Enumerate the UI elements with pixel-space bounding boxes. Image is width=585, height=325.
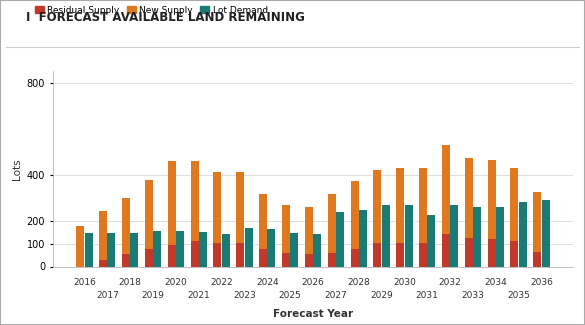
Bar bbox=[85, 233, 92, 266]
Text: 2020: 2020 bbox=[164, 278, 187, 287]
Bar bbox=[145, 180, 153, 249]
Bar bbox=[350, 181, 359, 249]
Bar bbox=[245, 228, 253, 266]
Bar bbox=[488, 160, 495, 240]
Bar bbox=[511, 241, 518, 266]
Bar bbox=[396, 168, 404, 243]
Bar bbox=[130, 233, 138, 266]
Bar bbox=[168, 162, 176, 245]
Bar bbox=[108, 233, 115, 266]
Text: 2026: 2026 bbox=[302, 278, 324, 287]
Bar bbox=[76, 226, 84, 266]
Bar bbox=[450, 205, 458, 266]
Bar bbox=[405, 204, 412, 266]
Text: 2031: 2031 bbox=[416, 292, 439, 301]
Bar bbox=[236, 243, 245, 266]
Bar bbox=[373, 170, 381, 243]
Bar bbox=[381, 205, 390, 266]
Text: 2024: 2024 bbox=[256, 278, 278, 287]
Bar bbox=[259, 249, 267, 266]
Bar bbox=[534, 252, 541, 266]
Bar bbox=[176, 231, 184, 266]
Bar bbox=[350, 249, 359, 266]
Y-axis label: Lots: Lots bbox=[12, 158, 22, 180]
Bar bbox=[442, 145, 450, 234]
Bar bbox=[214, 172, 221, 243]
Bar bbox=[442, 234, 450, 266]
Bar bbox=[328, 254, 336, 266]
Bar bbox=[267, 229, 276, 266]
Legend: Residual Supply, New Supply, Lot Demand: Residual Supply, New Supply, Lot Demand bbox=[31, 2, 271, 18]
Text: 2027: 2027 bbox=[325, 292, 347, 301]
Bar bbox=[122, 198, 130, 254]
Bar bbox=[488, 240, 495, 266]
Bar bbox=[473, 207, 481, 266]
Bar bbox=[191, 161, 198, 241]
Text: 2022: 2022 bbox=[210, 278, 233, 287]
Text: 2025: 2025 bbox=[278, 292, 301, 301]
Bar bbox=[282, 254, 290, 266]
Bar bbox=[99, 260, 107, 266]
Text: 2035: 2035 bbox=[507, 292, 530, 301]
Text: 2036: 2036 bbox=[530, 278, 553, 287]
Bar bbox=[305, 254, 313, 266]
Bar bbox=[305, 207, 313, 254]
Bar bbox=[199, 232, 207, 266]
Text: 2016: 2016 bbox=[73, 278, 96, 287]
Text: 2017: 2017 bbox=[96, 292, 119, 301]
Bar bbox=[290, 233, 298, 266]
Bar bbox=[464, 238, 473, 266]
Text: 2028: 2028 bbox=[347, 278, 370, 287]
Bar bbox=[519, 202, 526, 266]
Bar bbox=[496, 207, 504, 266]
Text: 2033: 2033 bbox=[462, 292, 484, 301]
Text: 2018: 2018 bbox=[119, 278, 142, 287]
Bar bbox=[511, 168, 518, 241]
Text: Ⅰ  FORECAST AVAILABLE LAND REMAINING: Ⅰ FORECAST AVAILABLE LAND REMAINING bbox=[26, 11, 305, 24]
Bar bbox=[191, 241, 198, 266]
Bar bbox=[145, 249, 153, 266]
Bar bbox=[396, 243, 404, 266]
Bar bbox=[153, 231, 161, 266]
Bar bbox=[122, 254, 130, 266]
Text: Forecast Year: Forecast Year bbox=[273, 309, 353, 319]
Bar bbox=[464, 158, 473, 238]
Bar bbox=[336, 212, 344, 266]
Bar bbox=[236, 172, 245, 243]
Bar bbox=[222, 234, 230, 266]
Bar bbox=[168, 245, 176, 266]
Bar bbox=[99, 212, 107, 260]
Text: 2019: 2019 bbox=[142, 292, 164, 301]
Bar bbox=[282, 205, 290, 254]
Bar bbox=[359, 210, 367, 266]
Bar bbox=[428, 215, 435, 266]
Bar bbox=[542, 201, 550, 266]
Bar bbox=[534, 192, 541, 252]
Bar bbox=[214, 243, 221, 266]
Text: 2029: 2029 bbox=[370, 292, 393, 301]
Text: 2030: 2030 bbox=[393, 278, 416, 287]
Bar bbox=[373, 243, 381, 266]
Text: 2032: 2032 bbox=[439, 278, 462, 287]
Bar bbox=[259, 194, 267, 249]
Bar bbox=[328, 194, 336, 254]
Bar bbox=[419, 243, 427, 266]
Bar bbox=[419, 168, 427, 243]
Text: 2023: 2023 bbox=[233, 292, 256, 301]
Text: 2034: 2034 bbox=[484, 278, 507, 287]
Text: 2021: 2021 bbox=[187, 292, 210, 301]
Bar bbox=[313, 234, 321, 266]
